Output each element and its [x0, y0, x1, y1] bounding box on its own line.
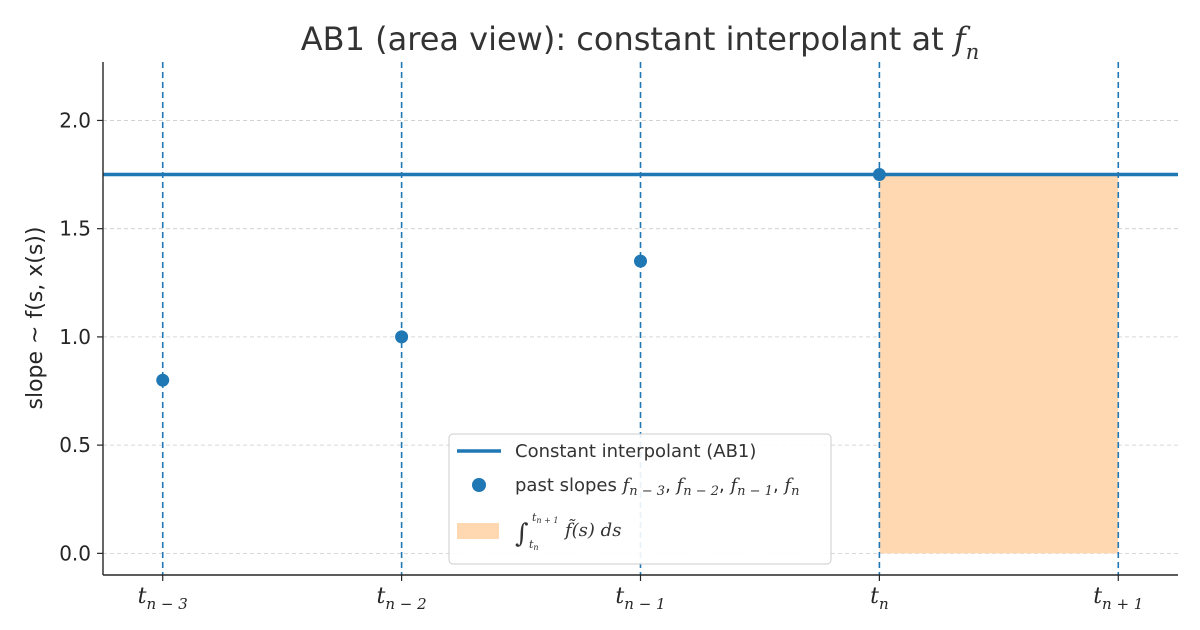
scatter-point	[395, 330, 409, 344]
legend-swatch-past-slopes	[472, 478, 486, 492]
y-axis-label: slope ~ f(s, x(s))	[23, 227, 48, 410]
legend-swatch-integral	[457, 523, 499, 539]
chart-title-math-sub: n	[966, 40, 980, 64]
vertical-marker-layer	[161, 62, 1120, 575]
legend-math-f-sub-2: n − 1	[737, 484, 773, 499]
y-tick-label: 0.0	[59, 541, 91, 565]
y-tick-label: 1.5	[59, 217, 91, 241]
x-tick-label: tn	[870, 584, 889, 613]
scatter-layer	[156, 168, 886, 387]
scatter-point	[872, 168, 886, 182]
area-layer	[879, 174, 1119, 554]
legend-label-interpolant: Constant interpolant (AB1)	[515, 441, 756, 462]
legend-math-f-sub-1: n − 2	[683, 484, 719, 499]
x-tick-label: tn − 3	[138, 584, 188, 613]
chart-title-text: AB1 (area view): constant interpolant at	[301, 20, 954, 58]
scatter-point	[634, 254, 647, 268]
x-tick-label: tn − 1	[615, 584, 665, 613]
integral-sign-icon: ∫	[515, 519, 529, 549]
integral-lower-limit: tn	[529, 538, 539, 552]
legend-past-slopes-prefix: past slopes	[515, 475, 623, 496]
integral-body: f̃(s) ds	[563, 518, 621, 541]
legend-math-f-sub-0: n − 3	[629, 484, 665, 499]
legend-math-comma-0: ,	[665, 475, 676, 496]
legend-math-f-sub-3: n	[791, 484, 799, 499]
scatter-point	[156, 373, 170, 387]
y-tick-label: 1.0	[59, 325, 91, 349]
legend-label-integral: ∫ tn + 1 tn f̃(s) ds	[515, 511, 621, 552]
x-tick-layer: tn − 3 tn − 2 tn − 1 tn tn + 1	[138, 575, 1143, 613]
integral-upper-limit: tn + 1	[532, 511, 558, 525]
y-tick-layer: 0.0 0.5 1.0 1.5 2.0	[59, 108, 103, 565]
legend-frame	[448, 433, 832, 565]
legend-math-comma-2: ,	[773, 475, 784, 496]
integral-area	[879, 174, 1119, 554]
chart-title: AB1 (area view): constant interpolant at…	[301, 20, 979, 64]
y-tick-label: 0.5	[59, 433, 91, 457]
legend-math-comma-1: ,	[719, 475, 730, 496]
x-tick-label: tn + 1	[1093, 584, 1143, 613]
y-tick-label: 2.0	[59, 108, 91, 132]
legend: Constant interpolant (AB1) past slopes f…	[448, 433, 832, 565]
x-tick-label: tn − 2	[377, 584, 427, 613]
